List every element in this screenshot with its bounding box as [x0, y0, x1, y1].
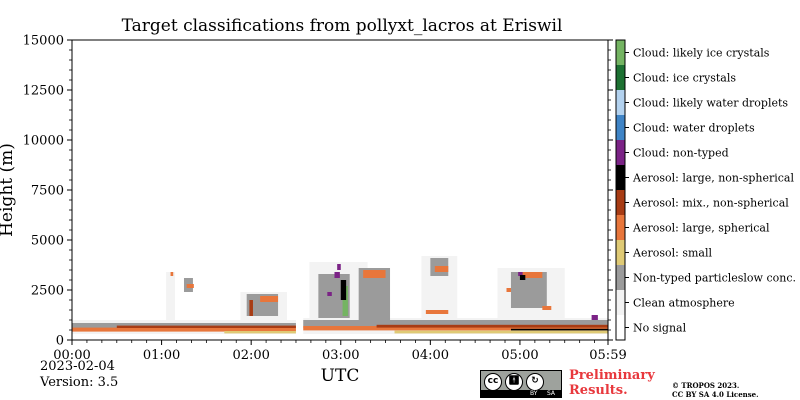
y-tick-label-0: 0	[56, 334, 64, 349]
class-region-5	[303, 326, 608, 331]
legend-label-9: Cloud: likely water droplets	[633, 97, 788, 110]
y-tick-label-5: 12500	[23, 84, 64, 99]
class-region-13	[170, 272, 174, 276]
class-region-31	[425, 310, 449, 314]
y-tick-label-3: 7500	[31, 184, 64, 199]
x-tick-label-0: 00:00	[53, 348, 90, 363]
cc-sa-label: SA	[546, 390, 555, 397]
legend-label-3: Aerosol: small	[632, 247, 712, 260]
class-region-4	[72, 327, 296, 332]
class-region-6	[224, 331, 296, 334]
colorbar-segment-5	[616, 190, 625, 215]
legend-label-2: Non-typed particleslow conc.	[633, 272, 796, 285]
legend-label-1: Clean atmosphere	[633, 297, 735, 310]
colorbar: No signal Clean atmosphere Non-typed parti…	[615, 39, 796, 341]
cc-badge-strip: BY SA	[481, 390, 561, 397]
y-axis: 0 2500 5000 7500 10000 12500 15000	[23, 34, 613, 349]
class-region-9	[376, 324, 608, 328]
by-attribution-icon: 🚹︎	[505, 373, 523, 391]
class-region-8	[116, 325, 296, 328]
class-region-36	[518, 272, 523, 276]
class-region-35	[506, 288, 511, 292]
class-region-3	[303, 320, 608, 328]
colorbar-segment-4	[616, 215, 625, 240]
x-tick-label-4: 04:00	[412, 348, 449, 363]
y-tick-label-1: 2500	[31, 284, 64, 299]
copyright-notice: © TROPOS 2023. CC BY SA 4.0 License.	[672, 381, 759, 399]
x-tick-label-5: 05:00	[501, 348, 538, 363]
preliminary-results-notice: Preliminary Results.	[569, 368, 655, 398]
x-tick-label-1: 01:00	[143, 348, 180, 363]
cc-icon: cc	[484, 373, 502, 391]
class-region-30	[434, 266, 449, 272]
cc-by-label: BY	[529, 390, 538, 397]
legend-label-0: No signal	[633, 322, 687, 335]
colorbar-segment-1	[616, 290, 625, 315]
y-tick-label-4: 10000	[23, 134, 64, 149]
class-region-39	[591, 315, 598, 320]
cc-license-badge: cc 🚹︎ ↻ BY SA	[480, 370, 562, 398]
class-region-26	[327, 292, 332, 296]
legend-label-11: Cloud: likely ice crystals	[633, 47, 770, 60]
class-region-10	[510, 328, 608, 331]
data-gap-0	[295, 40, 304, 340]
x-tick-label-3: 03:00	[322, 348, 359, 363]
colorbar-segment-11	[616, 40, 625, 65]
plot-regions	[72, 40, 608, 340]
class-region-7	[394, 330, 608, 334]
date-label: 2023-02-04	[40, 359, 115, 374]
x-tick-label-2: 02:00	[232, 348, 269, 363]
x-tick-label-6: 05:59	[589, 348, 626, 363]
class-region-38	[542, 306, 552, 310]
class-region-27	[340, 280, 347, 300]
class-region-34	[519, 272, 543, 278]
colorbar-segment-3	[616, 240, 625, 265]
x-axis-label: UTC	[321, 366, 360, 386]
y-tick-label-6: 15000	[23, 34, 64, 49]
legend-label-5: Aerosol: mix., non-spherical	[632, 197, 789, 210]
colorbar-segment-8	[616, 115, 625, 140]
legend-label-8: Cloud: water droplets	[633, 122, 755, 135]
copyright-line-2: CC BY SA 4.0 License.	[672, 390, 759, 399]
colorbar-segment-2	[616, 265, 625, 290]
colorbar-segment-9	[616, 90, 625, 115]
class-region-14	[186, 284, 194, 288]
version-label: Version: 3.5	[40, 375, 119, 390]
copyright-line-1: © TROPOS 2023.	[672, 381, 740, 390]
class-region-37	[519, 275, 526, 280]
preliminary-line-2: Results.	[569, 383, 628, 398]
x-axis: 00:00 01:00 02:00 03:00 04:00 05:00 05:59	[53, 340, 627, 363]
legend-label-10: Cloud: ice crystals	[633, 72, 736, 85]
legend-label-6: Aerosol: large, non-spherical	[632, 172, 794, 185]
colorbar-segment-7	[616, 140, 625, 165]
legend-label-7: Cloud: non-typed	[633, 147, 729, 160]
y-tick-label-2: 5000	[31, 234, 64, 249]
sa-share-alike-icon: ↻	[526, 373, 544, 391]
chart-title: Target classifications from pollyxt_lacr…	[121, 16, 563, 36]
class-region-22	[363, 270, 386, 278]
class-region-24	[334, 272, 340, 278]
y-axis-label: Height (m)	[0, 143, 17, 237]
class-region-23	[342, 286, 348, 316]
colorbar-segment-6	[616, 165, 625, 190]
colorbar-frame	[615, 39, 626, 341]
colorbar-segment-10	[616, 65, 625, 90]
class-region-11	[166, 272, 176, 320]
legend-label-4: Aerosol: large, spherical	[632, 222, 770, 235]
class-region-17	[260, 296, 279, 302]
colorbar-segment-0	[616, 315, 625, 340]
class-region-18	[249, 300, 253, 316]
preliminary-line-1: Preliminary	[569, 368, 655, 383]
class-region-25	[337, 264, 341, 270]
